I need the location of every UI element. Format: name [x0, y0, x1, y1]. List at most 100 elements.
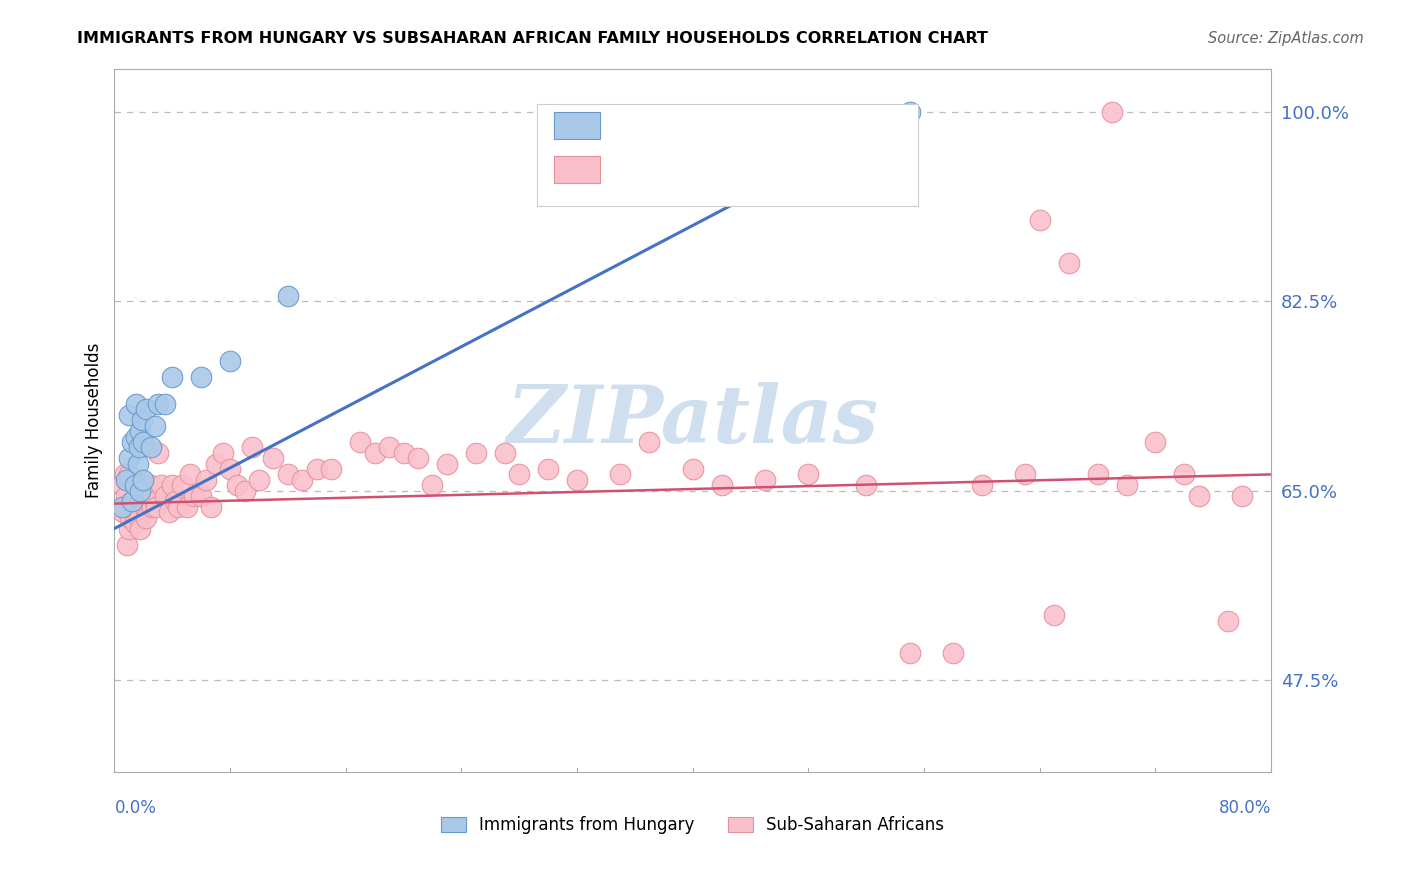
Point: [142, 489, 165, 503]
Point: [349, 434, 371, 449]
Point: [970, 478, 993, 492]
Point: [565, 473, 588, 487]
Point: [122, 500, 145, 514]
Point: [125, 500, 148, 514]
Point: [1173, 467, 1195, 482]
Point: [118, 451, 141, 466]
Point: [146, 397, 169, 411]
Point: [121, 494, 143, 508]
Point: [121, 434, 143, 449]
Point: [179, 467, 201, 482]
Point: [406, 451, 429, 466]
Point: [111, 500, 134, 514]
Point: [121, 494, 143, 508]
Text: R = 0.525   N = 26: R = 0.525 N = 26: [612, 117, 796, 135]
Point: [127, 457, 149, 471]
Point: [262, 451, 284, 466]
Point: [1188, 489, 1211, 503]
Point: [247, 473, 270, 487]
Point: [710, 478, 733, 492]
Point: [120, 510, 142, 524]
Point: [143, 494, 166, 508]
Point: [226, 478, 249, 492]
Point: [898, 646, 921, 660]
Point: [855, 478, 877, 492]
Point: [378, 441, 401, 455]
Point: [145, 500, 167, 514]
Point: [494, 446, 516, 460]
Point: [1101, 104, 1123, 119]
Point: [115, 473, 138, 487]
FancyBboxPatch shape: [554, 112, 600, 139]
Point: [127, 478, 149, 492]
Point: [200, 500, 222, 514]
Point: [125, 397, 148, 411]
Point: [754, 473, 776, 487]
Point: [131, 413, 153, 427]
Point: [1057, 256, 1080, 270]
FancyBboxPatch shape: [554, 156, 600, 183]
Point: [464, 446, 486, 460]
Point: [1144, 434, 1167, 449]
Point: [194, 473, 217, 487]
Text: IMMIGRANTS FROM HUNGARY VS SUBSAHARAN AFRICAN FAMILY HOUSEHOLDS CORRELATION CHAR: IMMIGRANTS FROM HUNGARY VS SUBSAHARAN AF…: [77, 31, 988, 46]
Point: [111, 478, 134, 492]
Point: [233, 483, 256, 498]
FancyBboxPatch shape: [537, 103, 918, 206]
Point: [240, 441, 263, 455]
Point: [277, 289, 299, 303]
Text: Source: ZipAtlas.com: Source: ZipAtlas.com: [1208, 31, 1364, 46]
Point: [118, 408, 141, 422]
Point: [118, 522, 141, 536]
Point: [1216, 614, 1239, 628]
Point: [115, 489, 138, 503]
Point: [125, 429, 148, 443]
Point: [211, 446, 233, 460]
Point: [149, 478, 172, 492]
Point: [172, 478, 194, 492]
Point: [190, 489, 212, 503]
Point: [219, 353, 242, 368]
Text: 0.0%: 0.0%: [114, 799, 156, 817]
Point: [321, 462, 343, 476]
Point: [1029, 213, 1052, 227]
Point: [1014, 467, 1036, 482]
Point: [682, 462, 704, 476]
Point: [139, 441, 162, 455]
Point: [128, 510, 150, 524]
Point: [190, 370, 212, 384]
Point: [167, 500, 190, 514]
Point: [124, 516, 146, 530]
Point: [1043, 608, 1066, 623]
Point: [176, 500, 198, 514]
Legend: Immigrants from Hungary, Sub-Saharan Africans: Immigrants from Hungary, Sub-Saharan Afr…: [441, 816, 945, 834]
Point: [183, 489, 205, 503]
Point: [277, 467, 299, 482]
Point: [157, 505, 180, 519]
Point: [153, 489, 176, 503]
Point: [305, 462, 328, 476]
Point: [129, 424, 152, 438]
Point: [131, 494, 153, 508]
Point: [162, 478, 184, 492]
Point: [114, 467, 136, 482]
Point: [537, 462, 560, 476]
Point: [118, 467, 141, 482]
Point: [1115, 478, 1137, 492]
Point: [219, 462, 242, 476]
Point: [129, 483, 152, 498]
Point: [129, 522, 152, 536]
Point: [117, 538, 139, 552]
Point: [135, 402, 157, 417]
Point: [942, 646, 965, 660]
Point: [422, 478, 444, 492]
Point: [135, 510, 157, 524]
Point: [392, 446, 415, 460]
Text: ZIPatlas: ZIPatlas: [506, 382, 879, 459]
Text: 80.0%: 80.0%: [1219, 799, 1271, 817]
Point: [132, 473, 155, 487]
Point: [143, 418, 166, 433]
Point: [291, 473, 314, 487]
Point: [609, 467, 631, 482]
Point: [1230, 489, 1253, 503]
